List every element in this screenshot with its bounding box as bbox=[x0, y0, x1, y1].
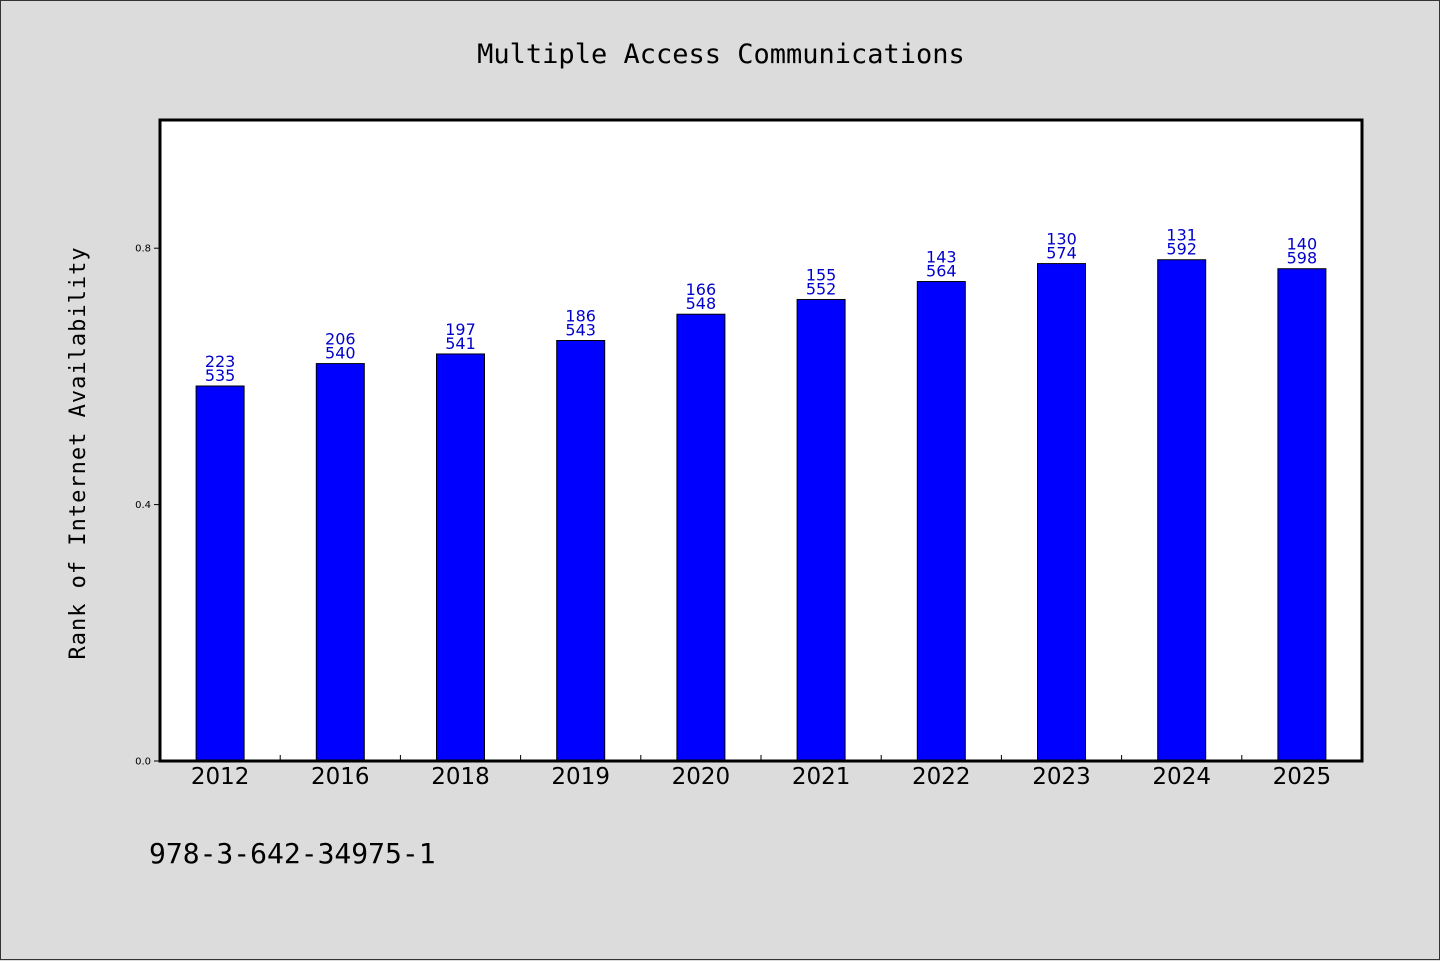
x-tick-label-2020: 2020 bbox=[672, 764, 731, 790]
data-label-bottom-2025: 598 bbox=[1287, 249, 1318, 268]
bar-2023 bbox=[1037, 263, 1086, 762]
ticks-layer: 2012 2016 2018 2019 2020 2021 2022 2023 2024 2025… bbox=[135, 244, 1331, 790]
bars-layer bbox=[195, 259, 1327, 762]
x-tick-label-2012: 2012 bbox=[191, 764, 250, 790]
data-label-bottom-2023: 574 bbox=[1046, 244, 1077, 263]
y-axis-label: Rank of Internet Availability bbox=[66, 246, 91, 659]
data-label-bottom-2022: 564 bbox=[926, 262, 957, 281]
data-label-bottom-2020: 548 bbox=[686, 294, 717, 313]
data-label-top-2018: 197 bbox=[445, 320, 476, 339]
data-label-top-2024: 131 bbox=[1166, 226, 1197, 245]
data-label-top-2022: 143 bbox=[926, 248, 957, 267]
data-label-top-2020: 166 bbox=[686, 280, 717, 299]
data-label-bottom-2016: 540 bbox=[325, 344, 356, 363]
data-label-bottom-2024: 592 bbox=[1166, 240, 1197, 259]
chart-title: Multiple Access Communications bbox=[477, 39, 965, 70]
footer-isbn: 978-3-642-34975-1 bbox=[149, 837, 436, 870]
data-label-top-2019: 186 bbox=[565, 307, 596, 326]
y-tick-label-0.0: 0.0 bbox=[135, 757, 151, 768]
labels-layer: 2235352065401975411865431665481555521435… bbox=[205, 226, 1317, 385]
x-tick-label-2018: 2018 bbox=[431, 764, 490, 790]
bar-2024 bbox=[1157, 259, 1207, 762]
data-label-bottom-2019: 543 bbox=[565, 321, 596, 340]
data-label-top-2021: 155 bbox=[806, 265, 837, 284]
x-tick-label-2022: 2022 bbox=[912, 764, 971, 790]
bar-2016 bbox=[315, 363, 365, 762]
data-label-bottom-2021: 552 bbox=[806, 279, 837, 298]
bar-2018 bbox=[436, 353, 485, 762]
x-tick-label-2023: 2023 bbox=[1032, 764, 1091, 790]
data-label-top-2023: 130 bbox=[1046, 230, 1077, 249]
data-label-bottom-2012: 535 bbox=[205, 366, 236, 385]
bar-2012 bbox=[195, 385, 245, 762]
bar-2025 bbox=[1277, 268, 1327, 762]
x-tick-label-2019: 2019 bbox=[551, 764, 610, 790]
x-tick-label-2024: 2024 bbox=[1152, 764, 1211, 790]
data-label-bottom-2018: 541 bbox=[445, 334, 476, 353]
x-tick-label-2025: 2025 bbox=[1273, 764, 1332, 790]
y-tick-label-0.8: 0.8 bbox=[135, 244, 151, 255]
data-label-top-2025: 140 bbox=[1287, 235, 1318, 254]
bar-2019 bbox=[556, 340, 606, 762]
y-tick-label-0.4: 0.4 bbox=[135, 500, 151, 511]
data-label-top-2012: 223 bbox=[205, 352, 236, 371]
x-tick-label-2021: 2021 bbox=[792, 764, 851, 790]
bar-2020 bbox=[676, 313, 726, 762]
bar-2021 bbox=[796, 298, 846, 762]
x-tick-label-2016: 2016 bbox=[311, 764, 370, 790]
plot-frame bbox=[158, 118, 1364, 763]
data-label-top-2016: 206 bbox=[325, 330, 356, 349]
bar-2022 bbox=[916, 281, 966, 762]
